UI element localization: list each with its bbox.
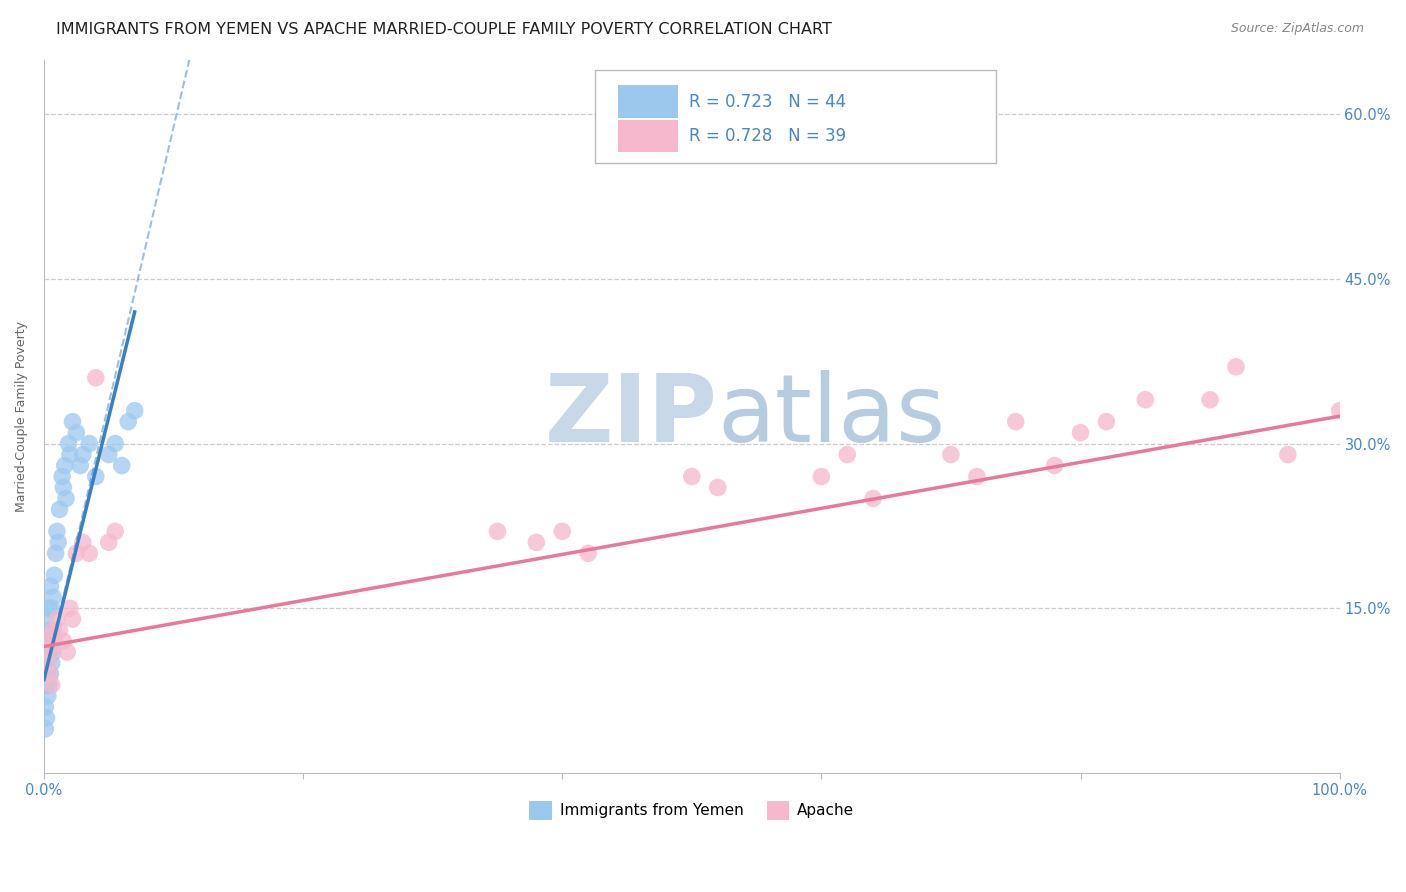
Point xyxy=(35,678,58,692)
Point xyxy=(1329,403,1351,417)
Point xyxy=(862,491,884,506)
Point xyxy=(52,481,75,495)
Point xyxy=(1004,415,1026,429)
Point xyxy=(72,535,94,549)
Point xyxy=(62,415,84,429)
Point xyxy=(48,623,70,637)
Point xyxy=(37,689,59,703)
Point xyxy=(42,591,65,605)
Point xyxy=(486,524,509,539)
Point xyxy=(39,623,62,637)
Point xyxy=(576,546,599,560)
Point xyxy=(124,403,146,417)
Text: R = 0.728   N = 39: R = 0.728 N = 39 xyxy=(689,127,846,145)
FancyBboxPatch shape xyxy=(619,86,678,118)
Point xyxy=(837,448,859,462)
Point xyxy=(1225,359,1247,374)
Point xyxy=(37,634,59,648)
Point xyxy=(35,656,58,670)
Point xyxy=(48,502,70,516)
Point xyxy=(84,371,107,385)
Point xyxy=(939,448,962,462)
Point xyxy=(46,535,69,549)
Point xyxy=(1095,415,1118,429)
Text: IMMIGRANTS FROM YEMEN VS APACHE MARRIED-COUPLE FAMILY POVERTY CORRELATION CHART: IMMIGRANTS FROM YEMEN VS APACHE MARRIED-… xyxy=(56,22,832,37)
Point xyxy=(1043,458,1066,473)
Point xyxy=(35,612,58,626)
Point xyxy=(38,667,60,681)
Point xyxy=(104,524,127,539)
Point xyxy=(810,469,832,483)
Point xyxy=(45,546,67,560)
Point xyxy=(681,469,703,483)
Point xyxy=(41,601,63,615)
Y-axis label: Married-Couple Family Poverty: Married-Couple Family Poverty xyxy=(15,320,28,512)
Point xyxy=(72,448,94,462)
Point xyxy=(38,601,60,615)
Point xyxy=(42,645,65,659)
Point xyxy=(39,667,62,681)
Text: Source: ZipAtlas.com: Source: ZipAtlas.com xyxy=(1230,22,1364,36)
Point xyxy=(37,656,59,670)
Point xyxy=(62,612,84,626)
Text: ZIP: ZIP xyxy=(546,370,717,462)
Point xyxy=(42,623,65,637)
Point xyxy=(706,481,728,495)
Point xyxy=(1069,425,1091,440)
Point xyxy=(1199,392,1222,407)
Point xyxy=(56,645,79,659)
Point xyxy=(104,436,127,450)
Point xyxy=(65,425,87,440)
Text: R = 0.723   N = 44: R = 0.723 N = 44 xyxy=(689,93,846,111)
Point xyxy=(34,678,56,692)
Point xyxy=(69,458,91,473)
Point xyxy=(59,601,82,615)
Point xyxy=(65,546,87,560)
Point xyxy=(34,656,56,670)
FancyBboxPatch shape xyxy=(595,70,997,163)
Legend: Immigrants from Yemen, Apache: Immigrants from Yemen, Apache xyxy=(523,795,860,826)
Point xyxy=(1277,448,1299,462)
Point xyxy=(97,448,120,462)
Point xyxy=(97,535,120,549)
Point xyxy=(45,524,67,539)
Point xyxy=(44,568,66,582)
Point xyxy=(37,667,59,681)
Point xyxy=(52,634,75,648)
Point xyxy=(1135,392,1157,407)
Point xyxy=(45,612,67,626)
Point xyxy=(59,448,82,462)
FancyBboxPatch shape xyxy=(619,120,678,153)
Point xyxy=(53,458,76,473)
Point xyxy=(38,678,60,692)
Point xyxy=(39,579,62,593)
Point xyxy=(551,524,574,539)
Point xyxy=(34,699,56,714)
Point xyxy=(35,634,58,648)
Point xyxy=(44,634,66,648)
Point xyxy=(84,469,107,483)
Text: atlas: atlas xyxy=(717,370,946,462)
Point xyxy=(41,656,63,670)
Point xyxy=(35,711,58,725)
Point xyxy=(117,415,139,429)
Point xyxy=(58,436,80,450)
Point xyxy=(55,491,77,506)
Point xyxy=(34,634,56,648)
Point xyxy=(39,645,62,659)
Point xyxy=(34,722,56,736)
Point xyxy=(51,469,73,483)
Point xyxy=(41,678,63,692)
Point xyxy=(966,469,988,483)
Point xyxy=(524,535,547,549)
Point xyxy=(79,546,101,560)
Point xyxy=(79,436,101,450)
Point xyxy=(111,458,134,473)
Point xyxy=(38,645,60,659)
